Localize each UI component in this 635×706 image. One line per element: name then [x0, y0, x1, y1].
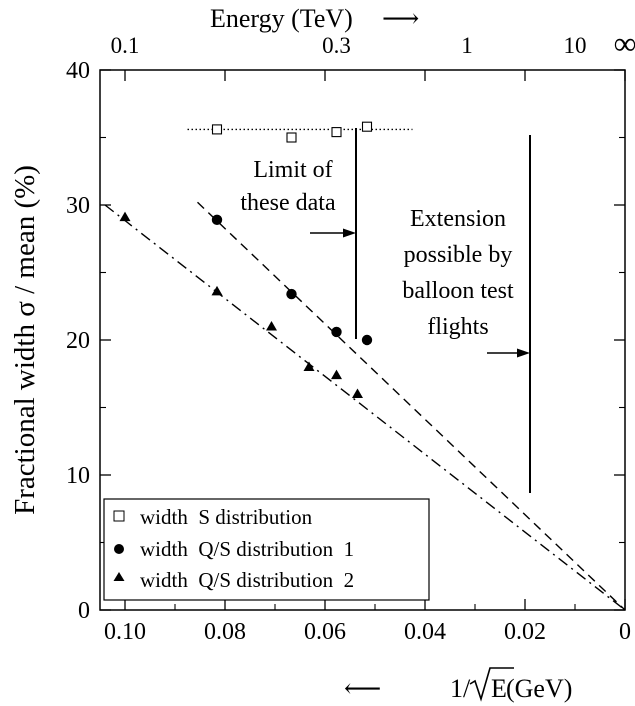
sqrt-sign: [469, 667, 514, 702]
top-tick-label: 1: [461, 33, 473, 58]
data-point-filled-circle: [286, 288, 297, 300]
x-tick-label: 0.10: [104, 619, 146, 645]
fit-lines: [104, 128, 626, 611]
fit-line-dashed: [197, 201, 626, 611]
annotation-limit-line-1: Limit of: [253, 157, 332, 183]
x-tick-label: 0.06: [304, 619, 346, 645]
data-point-filled-triangle: [119, 211, 131, 222]
y-tick-label: 40: [66, 58, 90, 84]
fit-line-dash-dot: [104, 204, 626, 611]
annotation-extension-line-2: possible by: [404, 242, 513, 268]
x-axis-label-unit: (GeV): [506, 674, 572, 703]
data-point-filled-triangle: [211, 285, 223, 296]
data-point-open-square: [331, 127, 342, 138]
legend-marker-open-square: [113, 510, 125, 522]
annotation-limit-of-data: Limit of these data: [240, 157, 336, 216]
x-tick-label: 0.02: [504, 619, 546, 645]
top-axis-title: Energy (TeV) ⟶: [210, 4, 419, 33]
annotation-markers: [310, 128, 531, 493]
axes: 0.10 0.08 0.06 0.04 0.02 0 0 10 20 30 40 0.1 0.3 1 10 ∞: [66, 25, 635, 645]
legend-label-qs1: width Q/S distribution 1: [140, 537, 354, 561]
legend-marker-filled-triangle: [113, 572, 125, 581]
data-point-filled-triangle: [352, 388, 363, 398]
data-point-filled-triangle: [331, 369, 342, 380]
data-point-filled-circle: [361, 334, 373, 346]
y-tick-label: 30: [66, 193, 90, 219]
y-tick-label: 20: [66, 328, 90, 354]
legend-label-qs2: width Q/S distribution 2: [140, 568, 354, 592]
data-point-open-square: [211, 124, 223, 135]
legend-label-s: width S distribution: [140, 505, 313, 529]
top-tick-label: 0.1: [111, 33, 140, 58]
top-axis-arrow: ⟶: [382, 4, 419, 33]
y-tick-label: 10: [66, 463, 90, 489]
data-point-open-square: [286, 132, 297, 143]
data-points: [119, 121, 373, 398]
annotation-extension-line-1: Extension: [410, 206, 506, 232]
extension-arrow-head: [517, 348, 530, 358]
limit-arrow-head: [343, 228, 356, 238]
annotation-extension-line-4: flights: [427, 314, 488, 340]
y-tick-label: 0: [78, 598, 90, 624]
x-axis-title: ⟵ 1/ E (GeV): [344, 667, 572, 703]
top-tick-label: ∞: [614, 25, 635, 61]
x-axis-arrow: ⟵: [344, 674, 381, 703]
x-axis-label-root: E: [491, 674, 507, 703]
x-tick-label: 0.08: [204, 619, 246, 645]
top-axis-label: Energy (TeV): [210, 4, 353, 33]
x-tick-label: 0: [619, 619, 631, 645]
data-point-filled-triangle: [303, 361, 315, 371]
top-tick-label: 0.3: [322, 33, 351, 58]
data-point-filled-circle: [331, 326, 342, 338]
annotation-extension-line-3: balloon test: [402, 278, 514, 304]
data-point-open-square: [361, 121, 373, 132]
y-axis-label: Fractional width σ / mean (%): [9, 165, 41, 515]
legend-marker-filled-circle: [114, 544, 124, 554]
legend: width S distribution width Q/S distribut…: [103, 498, 430, 601]
top-tick-label: 10: [564, 33, 587, 58]
data-point-filled-circle: [211, 214, 223, 226]
data-point-filled-triangle: [266, 321, 277, 331]
x-axis-label-prefix: 1/: [450, 674, 471, 703]
x-tick-label: 0.04: [404, 619, 446, 645]
legend-box: [103, 498, 430, 601]
annotation-extension: Extension possible by balloon test fligh…: [402, 206, 514, 340]
annotation-limit-line-2: these data: [240, 190, 336, 216]
